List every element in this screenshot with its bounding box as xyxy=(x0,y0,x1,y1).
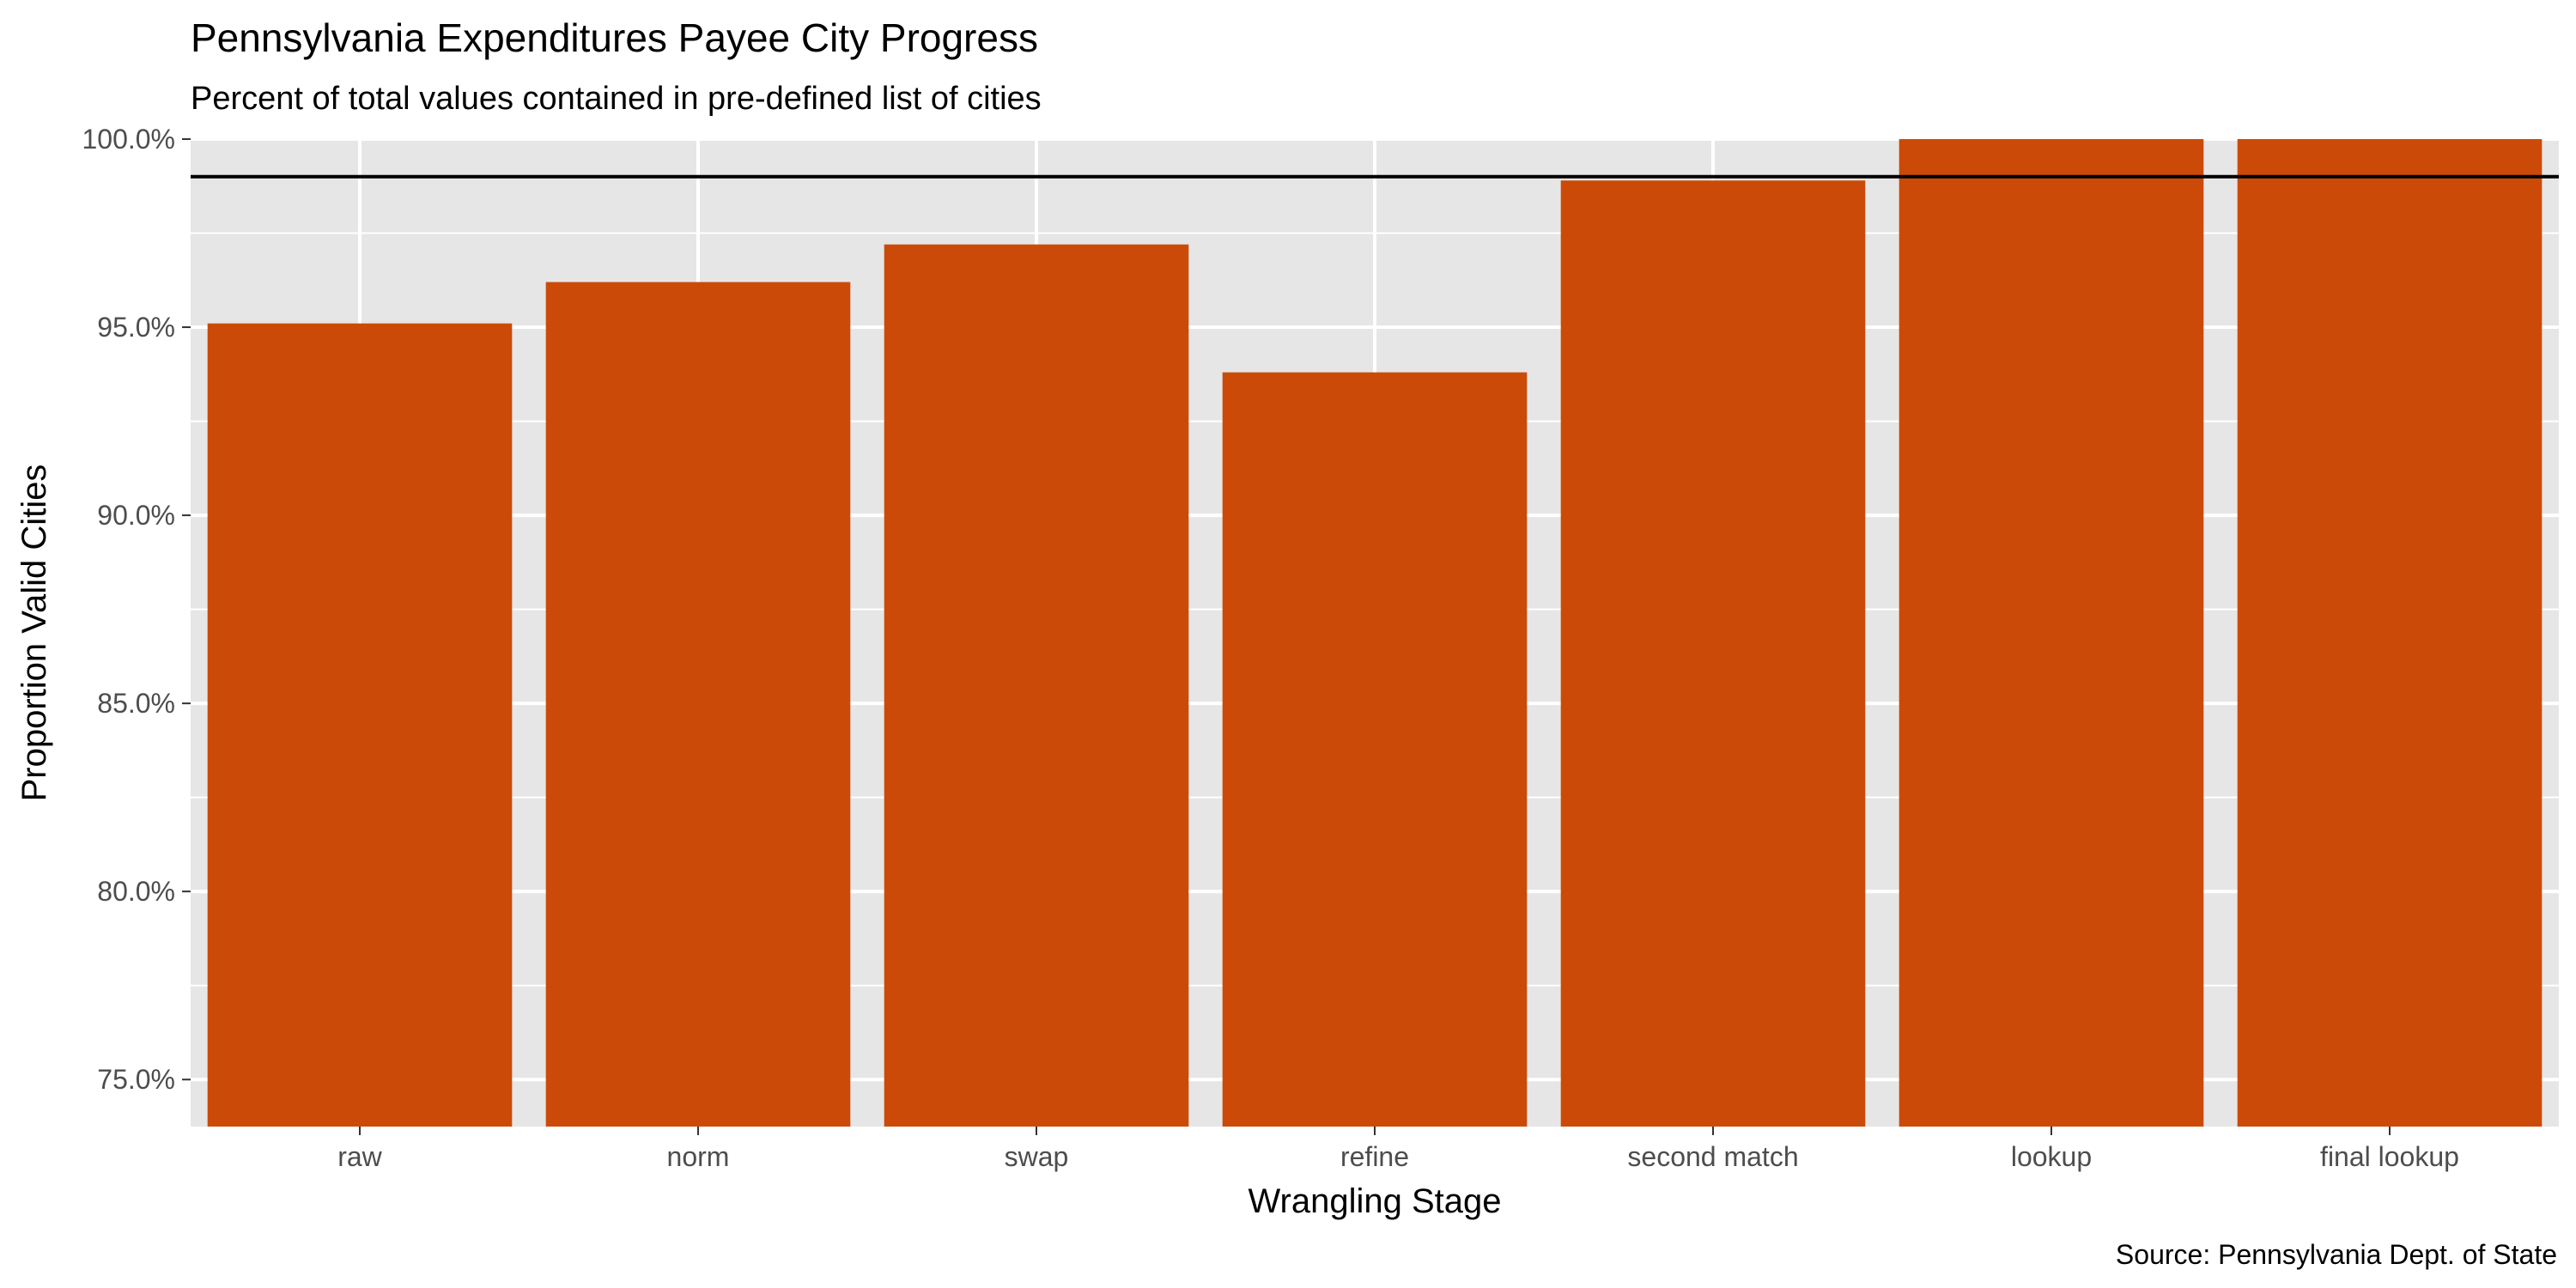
bar-refine xyxy=(1222,372,1528,1127)
y-tick-label: 95.0% xyxy=(97,312,175,343)
bar-swap xyxy=(884,244,1189,1127)
y-axis-label: Proportion Valid Cities xyxy=(15,465,53,802)
bar-final-lookup xyxy=(2237,139,2543,1127)
x-axis-label: Wrangling Stage xyxy=(1249,1182,1502,1220)
y-axis: 75.0% 80.0% 85.0% 90.0% 95.0% 100.0% xyxy=(82,124,191,1095)
x-tick-label: second match xyxy=(1627,1141,1798,1172)
bar-raw xyxy=(207,323,513,1127)
y-tick-label: 100.0% xyxy=(82,124,175,155)
bar-lookup xyxy=(1899,139,2204,1127)
x-tick-label: swap xyxy=(1005,1141,1069,1172)
y-tick-label: 90.0% xyxy=(97,500,175,531)
x-tick-label: final lookup xyxy=(2320,1141,2459,1172)
bar-norm xyxy=(545,282,851,1127)
y-tick-label: 75.0% xyxy=(97,1064,175,1095)
x-tick-label: refine xyxy=(1340,1141,1409,1172)
x-tick-label: norm xyxy=(667,1141,730,1172)
bars xyxy=(207,139,2543,1127)
y-tick-label: 85.0% xyxy=(97,688,175,719)
bar-second-match xyxy=(1560,180,1866,1127)
x-axis: raw norm swap refine second match lookup final… xyxy=(337,1127,2459,1172)
chart-subtitle: Percent of total values contained in pre… xyxy=(191,81,1042,117)
x-tick-label: lookup xyxy=(2011,1141,2092,1172)
chart-caption: Source: Pennsylvania Dept. of State xyxy=(2116,1239,2557,1270)
y-tick-label: 80.0% xyxy=(97,876,175,907)
x-tick-label: raw xyxy=(337,1141,382,1172)
chart-title: Pennsylvania Expenditures Payee City Pro… xyxy=(191,15,1038,60)
